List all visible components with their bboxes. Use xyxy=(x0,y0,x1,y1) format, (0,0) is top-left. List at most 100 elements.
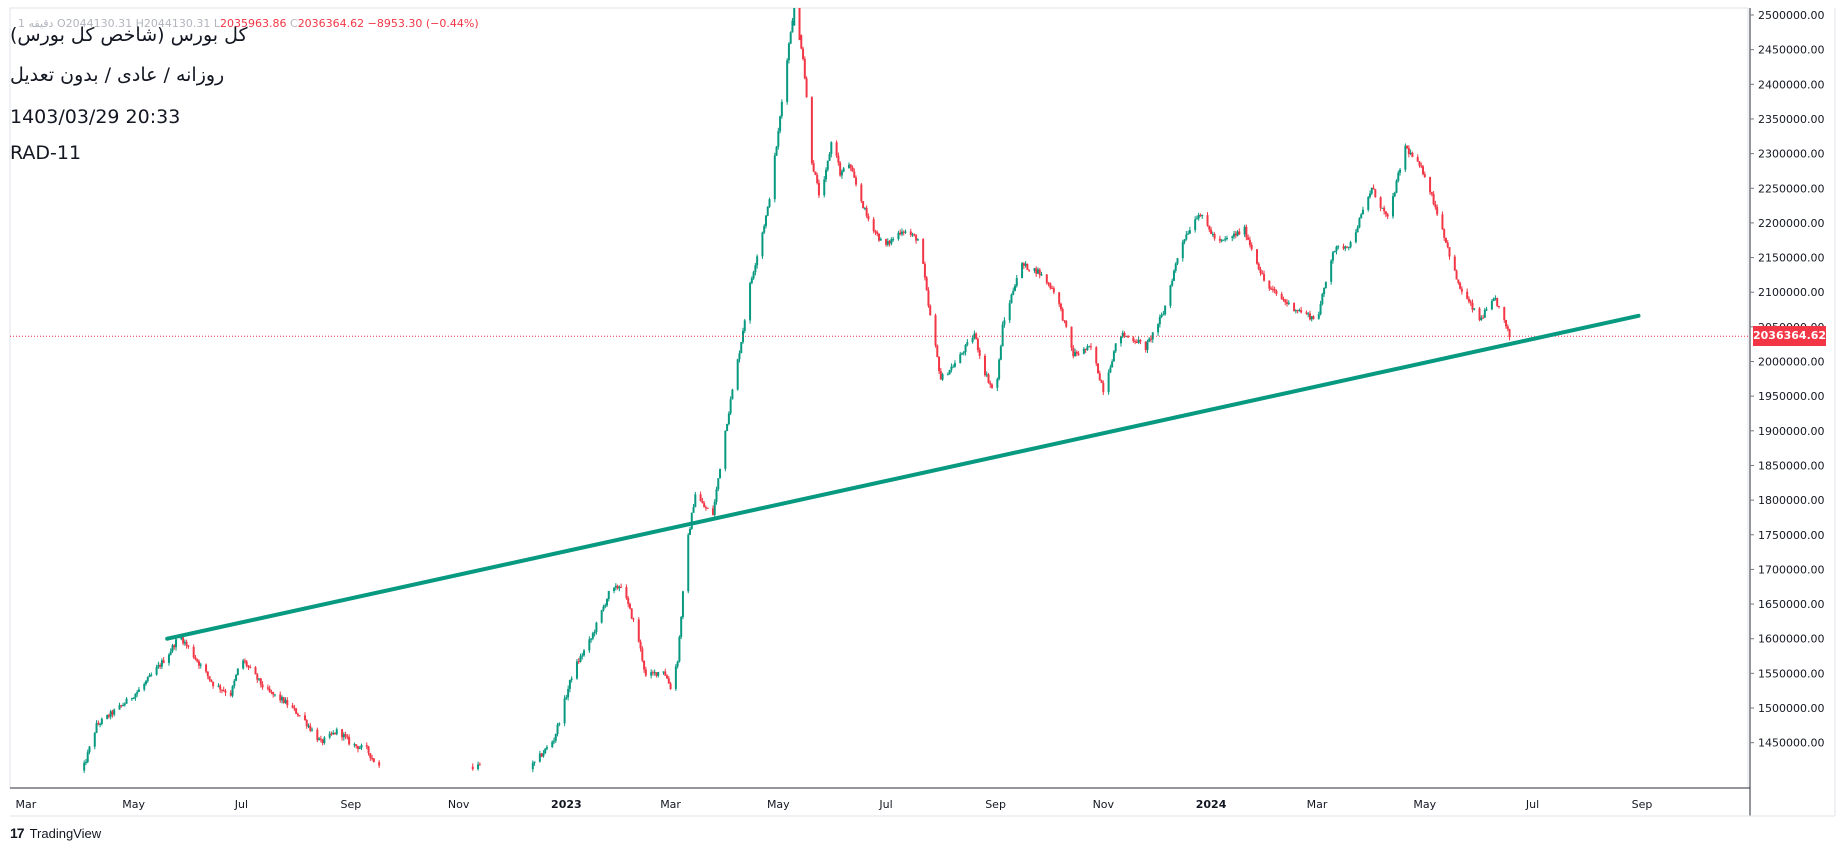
candle-body xyxy=(1432,193,1435,205)
candle-body xyxy=(1361,209,1364,215)
candle-body xyxy=(344,734,347,737)
y-tick-label: 1750000.00 xyxy=(1758,529,1824,542)
candle-body xyxy=(1460,288,1463,292)
y-tick-label: 1650000.00 xyxy=(1758,598,1824,611)
candle-body xyxy=(1319,304,1322,315)
candle-body xyxy=(1270,288,1273,290)
candle-body xyxy=(886,241,889,245)
candle-body xyxy=(1234,233,1237,236)
candle-body xyxy=(130,698,133,700)
candle-body xyxy=(1084,348,1087,351)
candle-body xyxy=(1296,310,1299,312)
candle-body xyxy=(150,674,153,676)
candle-body xyxy=(197,661,200,666)
candle-body xyxy=(570,678,573,680)
candle-body xyxy=(1238,231,1241,235)
candle-body xyxy=(867,215,870,220)
candle-body xyxy=(1109,367,1112,373)
candle-body xyxy=(136,691,139,694)
candle-body xyxy=(962,352,965,354)
candle-body xyxy=(840,171,843,176)
candle-body xyxy=(295,708,298,714)
candle-body xyxy=(1026,263,1029,270)
candle-body xyxy=(756,256,759,266)
candle-body xyxy=(1157,324,1160,333)
candle-body xyxy=(879,238,882,241)
candle-body xyxy=(1434,204,1437,208)
candle-body xyxy=(1082,348,1085,354)
candle-body xyxy=(220,689,223,691)
candle-body xyxy=(1478,308,1481,320)
candle-body xyxy=(872,219,875,232)
candle-body xyxy=(353,744,356,746)
candle-body xyxy=(231,686,234,696)
candle-body xyxy=(779,116,782,132)
candle-body xyxy=(604,605,607,607)
candle-body xyxy=(365,745,368,747)
candle-body xyxy=(911,234,914,236)
candle-body xyxy=(1312,316,1315,319)
candle-body xyxy=(309,725,312,731)
trend-line[interactable] xyxy=(165,313,1641,641)
candle-body xyxy=(1001,324,1004,347)
candle-body xyxy=(1307,313,1310,315)
candle-body xyxy=(704,507,707,509)
candle-body xyxy=(643,660,646,670)
candle-body xyxy=(1088,346,1091,348)
candle-body xyxy=(319,738,322,740)
candle-body xyxy=(1075,351,1078,354)
candle-body xyxy=(155,667,158,675)
candle-body xyxy=(157,665,160,668)
candle-body xyxy=(93,732,96,747)
candle-body xyxy=(378,762,381,766)
candle-body xyxy=(637,619,640,642)
candle-body xyxy=(847,164,850,169)
candles-group xyxy=(83,8,1511,773)
candle-body xyxy=(551,741,554,748)
candle-body xyxy=(1036,269,1039,274)
candle-body xyxy=(752,272,755,279)
candle-body xyxy=(902,231,905,233)
candle-body xyxy=(1356,227,1359,233)
candle-body xyxy=(998,359,1001,379)
candle-body xyxy=(160,660,163,667)
plot-area[interactable] xyxy=(9,7,1749,789)
candle-body xyxy=(625,587,628,598)
candle-body xyxy=(291,705,294,708)
candle-body xyxy=(674,666,677,689)
candle-body xyxy=(641,648,644,661)
candle-body xyxy=(620,586,623,588)
candle-body xyxy=(118,705,121,710)
candle-body xyxy=(1247,237,1250,240)
candle-body xyxy=(355,744,358,747)
candle-body xyxy=(814,171,817,175)
candle-body xyxy=(261,684,264,688)
candle-body xyxy=(605,599,608,606)
candle-body xyxy=(143,683,146,690)
candle-body xyxy=(817,183,820,196)
candle-body xyxy=(1284,299,1287,303)
candle-body xyxy=(897,232,900,240)
candle-body xyxy=(851,167,854,172)
candle-body xyxy=(1386,214,1389,217)
candle-body xyxy=(162,660,165,663)
candle-body xyxy=(724,430,727,469)
candle-body xyxy=(1059,303,1062,310)
y-tick-label: 2350000.00 xyxy=(1758,113,1824,126)
candle-body xyxy=(678,636,681,662)
candle-body xyxy=(581,655,584,657)
candle-body xyxy=(1294,310,1297,312)
candle-body xyxy=(1349,242,1352,248)
candle-body xyxy=(964,344,967,353)
candle-body xyxy=(588,639,591,651)
candle-body xyxy=(627,597,630,604)
candle-body xyxy=(342,734,345,738)
candle-body xyxy=(764,215,767,227)
candle-body xyxy=(616,585,619,589)
tradingview-brand[interactable]: 17 TradingView xyxy=(10,825,101,841)
candle-body xyxy=(1416,157,1419,162)
candle-body xyxy=(927,290,930,306)
candle-body xyxy=(224,690,227,693)
candle-body xyxy=(242,660,245,669)
